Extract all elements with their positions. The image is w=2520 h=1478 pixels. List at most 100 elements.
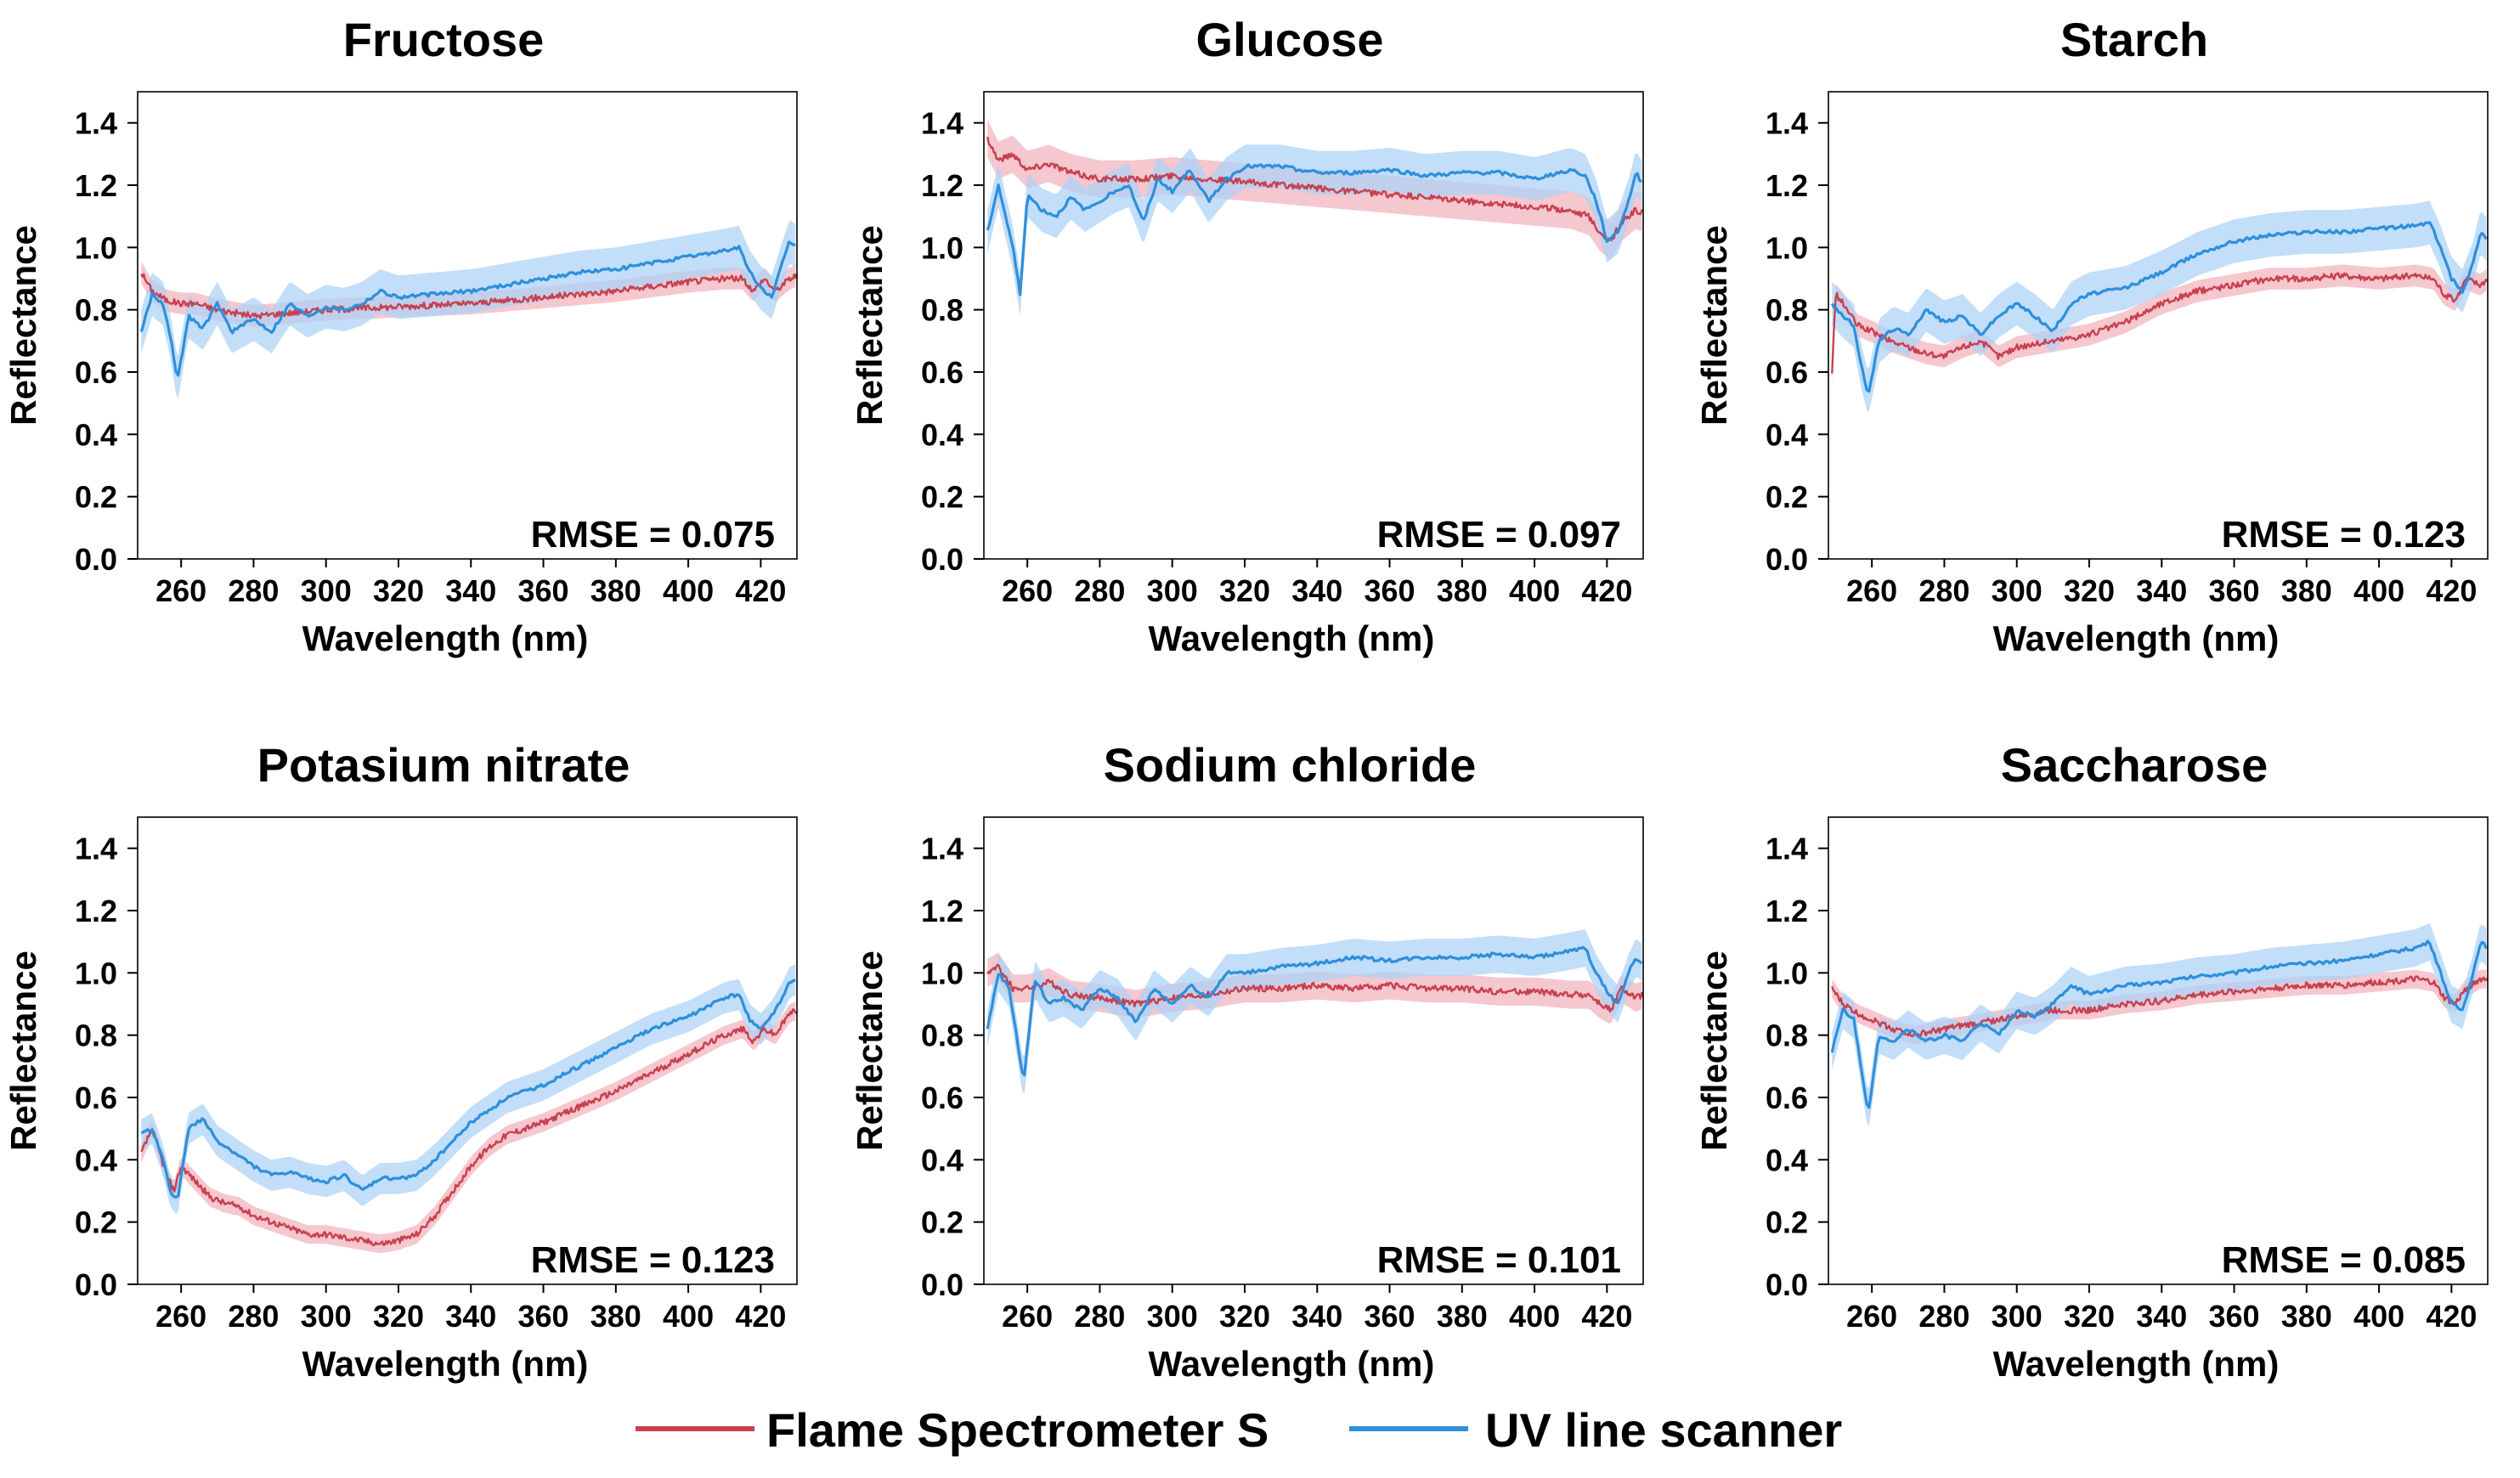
uv-band (1832, 200, 2487, 413)
y-tick-label: 0.6 (1766, 355, 1808, 390)
uv-band (987, 144, 1642, 316)
chart-starch: Starch 0.0 0.2 0.4 0.6 0.8 1.0 1.2 1.4 260 280 300 3… (1694, 13, 2489, 658)
x-tick-label: 400 (2353, 1299, 2404, 1334)
y-tick-label: 0.4 (1766, 417, 1808, 452)
x-tick-label: 320 (373, 1299, 424, 1334)
x-tick-label: 400 (663, 573, 714, 608)
x-tick-label: 260 (155, 573, 206, 608)
plot-frame (983, 91, 1644, 560)
y-tick-label: 1.2 (1766, 894, 1808, 928)
legend: Flame Spectrometer S UV line scanner (636, 1403, 1842, 1457)
y-tick-label: 1.2 (921, 168, 963, 203)
rmse-annotation: RMSE = 0.123 (531, 1239, 775, 1281)
x-tick-label: 300 (301, 1299, 352, 1334)
y-tick-label: 1.0 (921, 956, 963, 990)
uv-series-line (986, 945, 1643, 1077)
x-tick-label: 260 (1002, 573, 1053, 608)
y-tick-label: 0.0 (921, 1267, 963, 1302)
x-tick-label: 420 (1581, 1299, 1632, 1334)
y-tick-label: 0.6 (75, 1080, 117, 1115)
x-tick-label: 260 (155, 1299, 206, 1334)
y-tick-label: 0.2 (75, 480, 117, 515)
x-tick-label: 400 (2353, 573, 2404, 608)
x-tick-label: 280 (1074, 573, 1125, 608)
plot-area (139, 220, 797, 399)
flame-series-line (140, 273, 797, 319)
x-tick-label: 300 (1992, 1299, 2043, 1334)
chart-saccharose: Saccharose 0.0 0.2 0.4 0.6 0.8 1.0 1.2 1.4 260 280… (1694, 738, 2489, 1384)
x-tick-label: 380 (2281, 573, 2332, 608)
y-axis-label: Reflectance (850, 951, 890, 1151)
y-tick-label: 0.2 (75, 1205, 117, 1240)
x-tick-label: 260 (1846, 573, 1897, 608)
x-tick-label: 420 (735, 573, 786, 608)
plot-area (1830, 200, 2488, 413)
x-tick-label: 320 (2064, 573, 2115, 608)
x-tick-label: 360 (1364, 1299, 1415, 1334)
plot-area (1830, 922, 2488, 1127)
x-axis-label: Wavelength (nm) (1149, 618, 1435, 658)
y-tick-label: 1.4 (1766, 106, 1808, 141)
x-tick-label: 360 (1364, 573, 1415, 608)
flame-series-line (1831, 975, 2488, 1038)
legend-uv-label: UV line scanner (1485, 1403, 1842, 1457)
plot-area (986, 929, 1643, 1094)
x-tick-label: 360 (2208, 1299, 2259, 1334)
uv-series-line (1830, 939, 2488, 1109)
x-tick-label: 340 (1291, 1299, 1342, 1334)
plot-frame (1828, 91, 2489, 560)
y-tick-label: 1.2 (75, 168, 117, 203)
y-tick-label: 1.4 (921, 106, 963, 141)
y-tick-label: 0.6 (75, 355, 117, 390)
y-axis-label: Reflectance (1694, 951, 1734, 1151)
uv-series-line (140, 979, 796, 1199)
plot-frame (983, 816, 1644, 1285)
uv-band (141, 964, 796, 1215)
uv-series-line (139, 240, 796, 377)
y-tick-label: 0.0 (1766, 542, 1808, 577)
x-tick-label: 380 (590, 573, 641, 608)
x-tick-label: 300 (1992, 573, 2043, 608)
x-tick-label: 420 (2426, 573, 2477, 608)
x-tick-label: 320 (373, 573, 424, 608)
y-tick-label: 1.4 (1766, 832, 1808, 866)
y-tick-label: 0.4 (921, 417, 963, 452)
plot-area (140, 964, 797, 1254)
x-tick-label: 340 (1291, 573, 1342, 608)
x-tick-label: 360 (517, 573, 568, 608)
chart-title: Sodium chloride (1104, 738, 1477, 792)
x-tick-label: 400 (1509, 573, 1560, 608)
plot-area (986, 120, 1643, 316)
x-tick-label: 280 (228, 1299, 279, 1334)
y-tick-label: 0.8 (1766, 293, 1808, 328)
y-tick-label: 1.4 (921, 832, 963, 866)
plot-frame (137, 91, 798, 560)
y-tick-label: 0.2 (921, 480, 963, 515)
y-tick-label: 0.0 (921, 542, 963, 577)
y-tick-label: 0.8 (75, 1018, 117, 1053)
chart-panels: Fructose 0.0 0.2 0.4 0.6 0.8 1.0 1.2 1.4 260 280 30… (3, 13, 2489, 1384)
uv-band (987, 929, 1642, 1094)
y-axis-label: Reflectance (3, 951, 43, 1151)
chart-fructose: Fructose 0.0 0.2 0.4 0.6 0.8 1.0 1.2 1.4 260 280 30… (3, 13, 798, 658)
rmse-annotation: RMSE = 0.101 (1377, 1239, 1621, 1281)
x-tick-label: 340 (2136, 1299, 2187, 1334)
y-tick-label: 1.4 (75, 832, 117, 866)
y-tick-label: 0.4 (75, 1142, 117, 1177)
flame-series-line (1831, 272, 2488, 374)
y-tick-label: 0.6 (1766, 1080, 1808, 1115)
y-tick-label: 1.4 (75, 106, 117, 141)
y-tick-label: 0.8 (75, 293, 117, 328)
rmse-annotation: RMSE = 0.085 (2222, 1239, 2466, 1281)
x-tick-label: 380 (1437, 1299, 1488, 1334)
x-tick-label: 280 (1074, 1299, 1125, 1334)
y-tick-label: 1.0 (75, 230, 117, 265)
y-tick-label: 1.2 (75, 894, 117, 928)
x-tick-label: 340 (445, 573, 496, 608)
uv-band (1832, 922, 2487, 1127)
uv-band (141, 220, 796, 399)
x-tick-label: 380 (2281, 1299, 2332, 1334)
plot-frame (137, 816, 798, 1285)
x-tick-label: 340 (2136, 573, 2187, 608)
y-axis-label: Reflectance (1694, 225, 1734, 426)
